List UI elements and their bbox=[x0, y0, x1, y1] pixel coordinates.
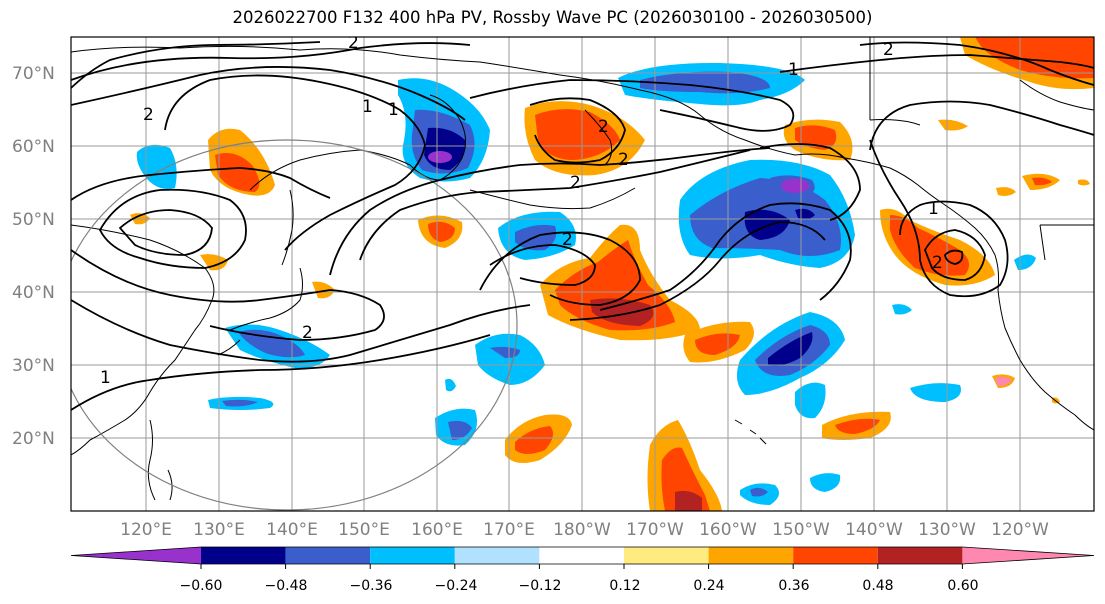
lat-label: 60°N bbox=[12, 137, 55, 157]
contour-label: 2 bbox=[348, 33, 359, 53]
lat-label: 30°N bbox=[12, 356, 55, 376]
pv-contours bbox=[71, 41, 1094, 411]
graticule bbox=[71, 37, 1094, 511]
reference-great-circle bbox=[71, 139, 518, 511]
colorbar-segment bbox=[454, 547, 540, 564]
colorbar-segment bbox=[624, 547, 709, 564]
colorbar-segment bbox=[201, 547, 286, 564]
lon-label: 180°W bbox=[553, 520, 611, 540]
colorbar-ticks bbox=[200, 564, 963, 569]
lon-label: 140°W bbox=[845, 520, 903, 540]
colorbar-segment bbox=[539, 547, 624, 564]
colorbar-tick-label: −0.24 bbox=[435, 578, 478, 594]
colorbar-segment bbox=[708, 547, 794, 564]
colorbar-tick-label: 0.48 bbox=[862, 578, 893, 594]
contour-label: 1 bbox=[362, 97, 373, 117]
lat-label: 50°N bbox=[12, 210, 55, 230]
colorbar-tick-label: 0.24 bbox=[693, 578, 724, 594]
lon-label: 150°W bbox=[772, 520, 830, 540]
contour-label: 2 bbox=[883, 40, 894, 60]
contour-label: 2 bbox=[570, 173, 581, 193]
lat-label: 20°N bbox=[12, 429, 55, 449]
pv-anomaly-shading bbox=[130, 37, 1094, 511]
coastlines bbox=[71, 37, 1094, 501]
colorbar-tick-label: −0.12 bbox=[519, 578, 562, 594]
colorbar-segment bbox=[285, 547, 371, 564]
colorbar-tick-label: 0.60 bbox=[947, 578, 978, 594]
colorbar-tick-label: 0.12 bbox=[609, 578, 640, 594]
lon-label: 140°E bbox=[266, 520, 318, 540]
contour-label: 1 bbox=[928, 199, 939, 219]
longitude-labels: 120°E 130°E 140°E 150°E 160°E 170°E 180°… bbox=[120, 520, 1049, 540]
contour-label: 2 bbox=[618, 150, 629, 170]
contour-label: 2 bbox=[598, 117, 609, 137]
contour-label: 2 bbox=[302, 323, 313, 343]
colorbar-segment bbox=[962, 547, 1094, 564]
colorbar-tick-label: −0.36 bbox=[350, 578, 393, 594]
lon-label: 130°W bbox=[918, 520, 976, 540]
lon-label: 120°E bbox=[120, 520, 172, 540]
colorbar-tick-label: −0.48 bbox=[265, 578, 308, 594]
colorbar-tick-label: 0.36 bbox=[778, 578, 809, 594]
colorbar-tick-label: −0.60 bbox=[180, 578, 223, 594]
map-frame bbox=[70, 36, 1095, 512]
latitude-labels: 70°N 60°N 50°N 40°N 30°N 20°N bbox=[12, 64, 55, 449]
colorbar: −0.60 −0.48 −0.36 −0.24 −0.12 0.12 0.24 … bbox=[70, 546, 1095, 594]
colorbar-segment bbox=[71, 547, 201, 564]
lon-label: 160°E bbox=[411, 520, 463, 540]
colorbar-segment bbox=[793, 547, 878, 564]
contour-label: 2 bbox=[143, 105, 154, 125]
map-plot-area: 2 2 1 1 2 2 2 2 1 1 2 2 1 2 bbox=[71, 33, 1094, 511]
lon-label: 170°E bbox=[483, 520, 535, 540]
lon-label: 170°W bbox=[626, 520, 684, 540]
contour-label: 1 bbox=[788, 60, 799, 80]
contour-label: 1 bbox=[100, 368, 111, 388]
contour-labels: 2 2 1 1 2 2 2 2 1 1 2 2 1 2 bbox=[100, 33, 943, 388]
lon-label: 160°W bbox=[699, 520, 757, 540]
colorbar-segment bbox=[370, 547, 455, 564]
lat-label: 70°N bbox=[12, 64, 55, 84]
lon-label: 130°E bbox=[193, 520, 245, 540]
lon-label: 120°W bbox=[991, 520, 1049, 540]
colorbar-segments bbox=[70, 546, 1095, 565]
contour-label: 2 bbox=[932, 253, 943, 273]
contour-label: 2 bbox=[562, 230, 573, 250]
lon-label: 150°E bbox=[338, 520, 390, 540]
lat-label: 40°N bbox=[12, 283, 55, 303]
colorbar-segment bbox=[877, 547, 963, 564]
figure-title: 2026022700 F132 400 hPa PV, Rossby Wave … bbox=[232, 8, 873, 27]
contour-label: 1 bbox=[388, 100, 399, 120]
